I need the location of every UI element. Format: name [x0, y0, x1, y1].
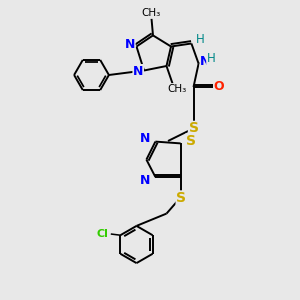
- Text: N: N: [133, 64, 143, 78]
- Text: S: S: [188, 122, 199, 135]
- Text: N: N: [140, 173, 150, 187]
- Text: S: S: [186, 134, 196, 148]
- Text: N: N: [200, 55, 211, 68]
- Text: S: S: [176, 191, 186, 205]
- Text: CH₃: CH₃: [167, 84, 187, 94]
- Text: Cl: Cl: [97, 229, 108, 239]
- Text: N: N: [124, 38, 135, 52]
- Text: H: H: [207, 52, 216, 65]
- Text: O: O: [214, 80, 224, 94]
- Text: N: N: [140, 132, 150, 145]
- Text: CH₃: CH₃: [142, 8, 161, 18]
- Text: H: H: [195, 33, 204, 46]
